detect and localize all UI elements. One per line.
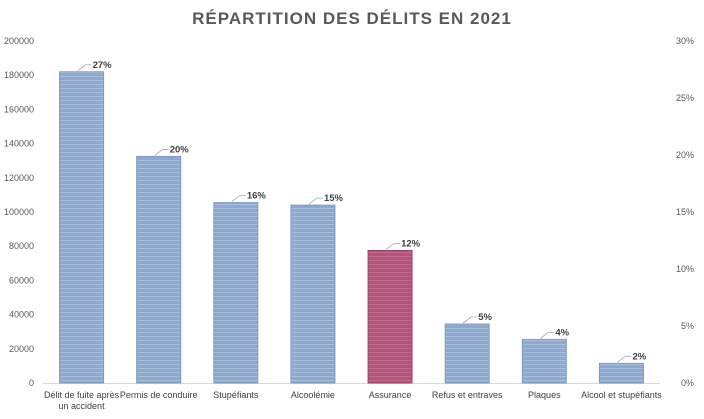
bar xyxy=(367,249,413,384)
data-label: 27% xyxy=(93,60,113,71)
left-tick-label: 180000 xyxy=(4,70,34,80)
data-label-leader xyxy=(617,355,632,363)
bar xyxy=(213,202,259,384)
bar xyxy=(521,338,567,384)
bar xyxy=(59,71,105,384)
right-axis: 0% 5% 10% 15% 20% 25% 30% xyxy=(676,36,694,388)
category-label: Refus et entraves xyxy=(432,390,503,400)
right-tick-label: 30% xyxy=(676,36,694,46)
category-label: Plaques xyxy=(528,390,561,400)
data-label: 12% xyxy=(401,238,421,249)
left-tick-label: 140000 xyxy=(4,139,34,149)
category-label: Délit de fuite après xyxy=(44,390,120,400)
right-tick-label: 5% xyxy=(681,321,694,331)
left-tick-label: 200000 xyxy=(4,36,34,46)
data-label-leader xyxy=(154,149,169,156)
bar xyxy=(290,204,336,384)
right-tick-label: 25% xyxy=(676,93,694,103)
data-label: 4% xyxy=(555,327,569,338)
category-label: Stupéfiants xyxy=(213,390,259,400)
category-label: Permis de conduire xyxy=(120,390,198,400)
data-label-leader xyxy=(462,316,478,324)
right-tick-label: 15% xyxy=(676,207,694,217)
category-label: Alcool et stupéfiants xyxy=(581,390,662,400)
bar xyxy=(444,323,490,384)
left-tick-label: 20000 xyxy=(9,344,34,354)
right-tick-label: 10% xyxy=(676,264,694,274)
data-label: 5% xyxy=(478,312,492,323)
category-label: un accident xyxy=(59,401,106,411)
left-tick-label: 160000 xyxy=(4,104,34,114)
data-labels: 27% 20% 16% 15% 12% 5% 4% 2% xyxy=(77,60,647,363)
data-label-leader xyxy=(385,243,401,250)
left-tick-label: 60000 xyxy=(9,275,34,285)
category-label: Alcoolémie xyxy=(291,390,335,400)
bar xyxy=(136,155,182,384)
data-label-leader xyxy=(231,195,246,202)
data-label: 15% xyxy=(324,193,344,204)
data-label-leader xyxy=(308,197,323,205)
left-tick-label: 100000 xyxy=(4,207,34,217)
left-tick-label: 40000 xyxy=(9,310,34,320)
chart-title: RÉPARTITION DES DÉLITS EN 2021 xyxy=(192,9,512,28)
left-axis: 0 20000 40000 60000 80000 100000 120000 140000 1… xyxy=(4,36,660,388)
data-label-leader xyxy=(540,331,555,339)
bar xyxy=(598,362,644,384)
right-tick-label: 0% xyxy=(681,378,694,388)
category-label: Assurance xyxy=(369,390,412,400)
bars xyxy=(59,71,644,384)
data-label: 16% xyxy=(247,191,267,202)
left-tick-label: 0 xyxy=(29,378,34,388)
data-label: 2% xyxy=(632,351,646,362)
right-tick-label: 20% xyxy=(676,150,694,160)
left-tick-label: 120000 xyxy=(4,173,34,183)
data-label: 20% xyxy=(170,144,190,155)
data-label-leader xyxy=(77,64,92,72)
left-tick-label: 80000 xyxy=(9,241,34,251)
